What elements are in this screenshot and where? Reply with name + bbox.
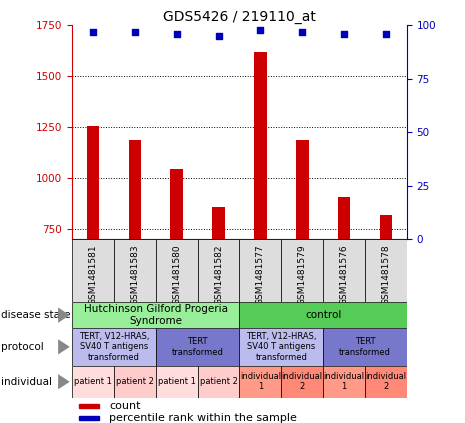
Bar bbox=[156, 328, 239, 366]
Bar bbox=[323, 366, 365, 398]
Bar bbox=[156, 366, 198, 398]
Text: control: control bbox=[305, 310, 341, 320]
Text: Hutchinson Gilford Progeria
Syndrome: Hutchinson Gilford Progeria Syndrome bbox=[84, 304, 228, 326]
Text: protocol: protocol bbox=[1, 342, 44, 352]
Bar bbox=[296, 140, 309, 239]
Text: disease state: disease state bbox=[1, 310, 70, 320]
Bar bbox=[379, 214, 392, 239]
Bar bbox=[114, 239, 156, 302]
Bar bbox=[281, 239, 323, 302]
Bar bbox=[72, 239, 114, 302]
Bar bbox=[198, 239, 239, 302]
Bar bbox=[198, 366, 239, 398]
Text: GSM1481582: GSM1481582 bbox=[214, 244, 223, 305]
Bar bbox=[239, 239, 281, 302]
Bar bbox=[239, 328, 323, 366]
Bar bbox=[114, 366, 156, 398]
Text: percentile rank within the sample: percentile rank within the sample bbox=[109, 413, 297, 423]
Text: patient 1: patient 1 bbox=[158, 377, 196, 386]
Text: individual
1: individual 1 bbox=[240, 372, 281, 391]
Text: patient 2: patient 2 bbox=[199, 377, 238, 386]
Point bbox=[173, 30, 180, 37]
Point bbox=[299, 28, 306, 35]
Text: GSM1481583: GSM1481583 bbox=[130, 244, 140, 305]
Bar bbox=[170, 169, 183, 239]
Text: individual: individual bbox=[1, 377, 52, 387]
Text: individual
2: individual 2 bbox=[282, 372, 323, 391]
Point bbox=[257, 26, 264, 33]
Point bbox=[89, 28, 97, 35]
Bar bbox=[128, 140, 141, 239]
Text: TERT, V12-HRAS,
SV40 T antigens
transformed: TERT, V12-HRAS, SV40 T antigens transfor… bbox=[246, 332, 317, 362]
Text: GSM1481580: GSM1481580 bbox=[172, 244, 181, 305]
Bar bbox=[79, 404, 99, 408]
Bar bbox=[72, 302, 239, 328]
Bar bbox=[86, 126, 99, 239]
Text: count: count bbox=[109, 401, 140, 411]
Bar bbox=[338, 197, 351, 239]
Bar bbox=[79, 416, 99, 420]
Bar bbox=[365, 239, 407, 302]
Point bbox=[382, 30, 390, 37]
Text: GSM1481579: GSM1481579 bbox=[298, 244, 307, 305]
Bar bbox=[323, 328, 407, 366]
Text: TERT, V12-HRAS,
SV40 T antigens
transformed: TERT, V12-HRAS, SV40 T antigens transfor… bbox=[79, 332, 149, 362]
Point bbox=[131, 28, 139, 35]
Text: GSM1481578: GSM1481578 bbox=[381, 244, 391, 305]
Bar bbox=[281, 366, 323, 398]
Text: individual
2: individual 2 bbox=[365, 372, 406, 391]
Text: GSM1481576: GSM1481576 bbox=[339, 244, 349, 305]
Bar bbox=[156, 239, 198, 302]
Bar bbox=[239, 302, 407, 328]
Bar bbox=[72, 366, 114, 398]
Text: TERT
transformed: TERT transformed bbox=[172, 337, 224, 357]
Bar bbox=[323, 239, 365, 302]
Point bbox=[340, 30, 348, 37]
Text: GSM1481581: GSM1481581 bbox=[88, 244, 98, 305]
Bar bbox=[72, 328, 156, 366]
Text: patient 2: patient 2 bbox=[116, 377, 154, 386]
Bar bbox=[254, 52, 267, 239]
Text: patient 1: patient 1 bbox=[74, 377, 112, 386]
Text: individual
1: individual 1 bbox=[324, 372, 365, 391]
Bar bbox=[239, 366, 281, 398]
Bar bbox=[212, 207, 225, 239]
Point bbox=[215, 33, 222, 39]
Text: TERT
transformed: TERT transformed bbox=[339, 337, 391, 357]
Title: GDS5426 / 219110_at: GDS5426 / 219110_at bbox=[163, 10, 316, 25]
Text: GSM1481577: GSM1481577 bbox=[256, 244, 265, 305]
Bar bbox=[365, 366, 407, 398]
